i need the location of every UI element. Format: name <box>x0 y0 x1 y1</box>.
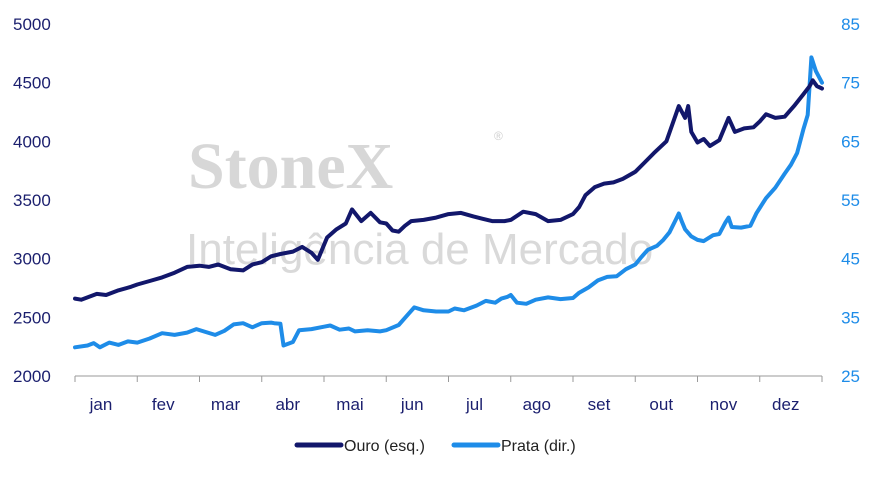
x-tick-label: abr <box>275 395 300 414</box>
y-left-tick-label: 5000 <box>13 15 51 34</box>
y-left-tick-label: 3500 <box>13 191 51 210</box>
y-left-tick-label: 4000 <box>13 132 51 151</box>
x-tick-label: mai <box>336 395 363 414</box>
legend: Ouro (esq.) Prata (dir.) <box>294 438 576 455</box>
watermark-subtitle: Inteligência de Mercado <box>186 225 653 274</box>
y-right-tick-label: 25 <box>841 367 860 386</box>
y-left-tick-label: 2000 <box>13 367 51 386</box>
x-tick-label: jul <box>465 395 483 414</box>
x-tick-label: jan <box>89 395 113 414</box>
series-line-ouro <box>73 78 824 302</box>
y-right-tick-label: 35 <box>841 308 860 327</box>
x-tick-label: dez <box>772 395 799 414</box>
watermark: StoneX ® Inteligência de Mercado <box>186 129 653 274</box>
y-left-tick-label: 3000 <box>13 250 51 269</box>
legend-label: Ouro (esq.) <box>344 438 425 455</box>
y-right-tick-label: 45 <box>841 250 860 269</box>
x-tick-label: nov <box>710 395 738 414</box>
x-tick-label: mar <box>211 395 241 414</box>
y-right-tick-label: 85 <box>841 15 860 34</box>
y-right-tick-label: 55 <box>841 191 860 210</box>
legend-label: Prata (dir.) <box>501 438 576 455</box>
watermark-registered-mark: ® <box>494 129 503 143</box>
series-line-prata <box>73 55 824 350</box>
x-tick-label: fev <box>152 395 175 414</box>
x-tick-label: ago <box>523 395 551 414</box>
x-tick-label: out <box>649 395 673 414</box>
axes: jan fev mar abr mai jun jul ago set out nov dez 2000… <box>13 15 860 414</box>
y-right-tick-label: 65 <box>841 132 860 151</box>
series-layer <box>73 55 824 350</box>
watermark-brand: StoneX <box>188 130 393 203</box>
x-tick-label: set <box>588 395 611 414</box>
y-left-tick-label: 4500 <box>13 74 51 93</box>
y-left-tick-label: 2500 <box>13 308 51 327</box>
y-right-tick-label: 75 <box>841 74 860 93</box>
x-tick-label: jun <box>400 395 424 414</box>
